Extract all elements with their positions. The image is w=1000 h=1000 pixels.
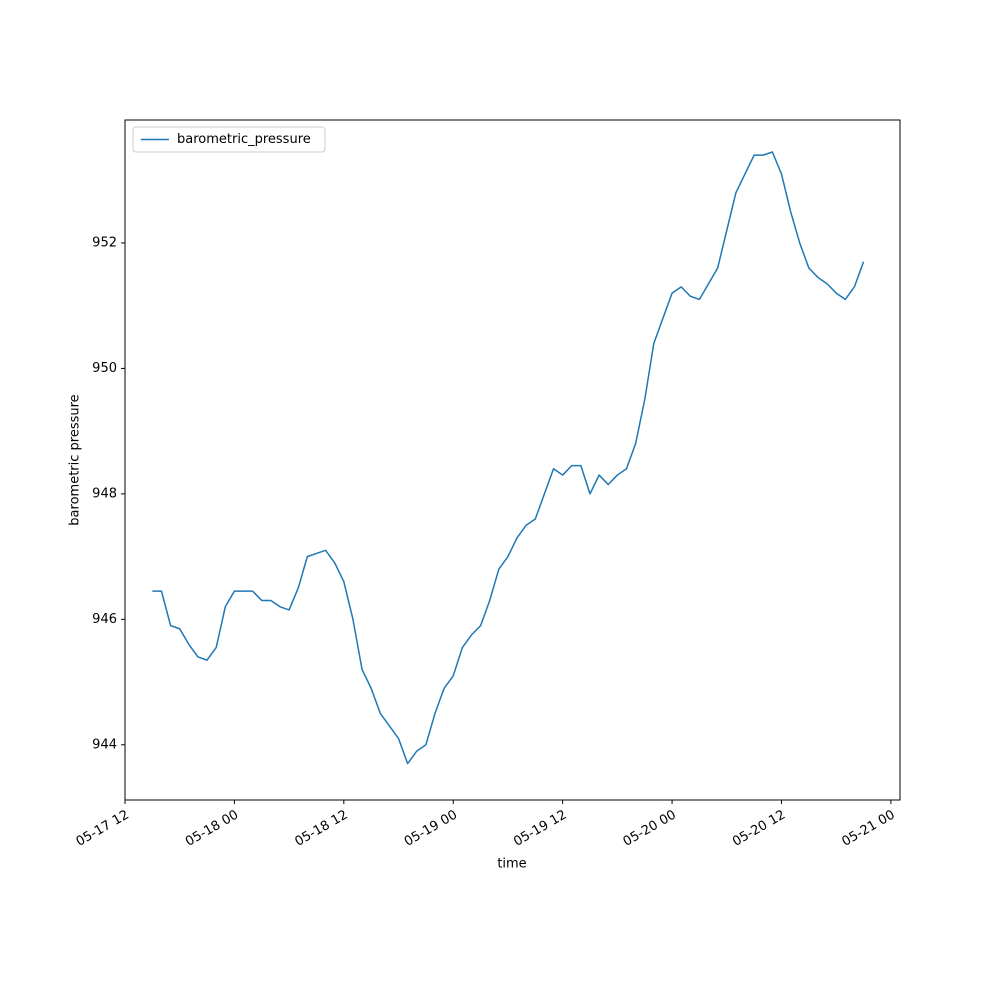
x-tick-label: 05-19 00 — [402, 808, 460, 850]
legend-box — [132, 126, 326, 153]
y-tick-label: 948 — [92, 486, 117, 501]
x-axis-label: time — [497, 857, 526, 872]
y-tick-label: 944 — [92, 737, 117, 752]
y-tick-label: 950 — [92, 361, 117, 376]
line-series — [152, 151, 865, 765]
x-tick-label: 05-18 00 — [183, 808, 241, 850]
y-axis-label: barometric pressure — [68, 394, 83, 525]
x-tick-label: 05-18 12 — [292, 808, 350, 850]
x-tick-label: 05-21 00 — [840, 808, 898, 850]
x-tick-label: 05-20 00 — [621, 808, 679, 850]
x-tick-label: 05-17 12 — [74, 808, 132, 850]
legend-label: barometric_pressure — [177, 132, 311, 147]
y-tick-label: 952 — [92, 235, 117, 250]
plot-frame — [124, 119, 901, 801]
y-tick-label: 946 — [92, 612, 117, 627]
x-tick-label: 05-19 12 — [511, 808, 569, 850]
x-tick-label: 05-20 12 — [730, 808, 788, 850]
